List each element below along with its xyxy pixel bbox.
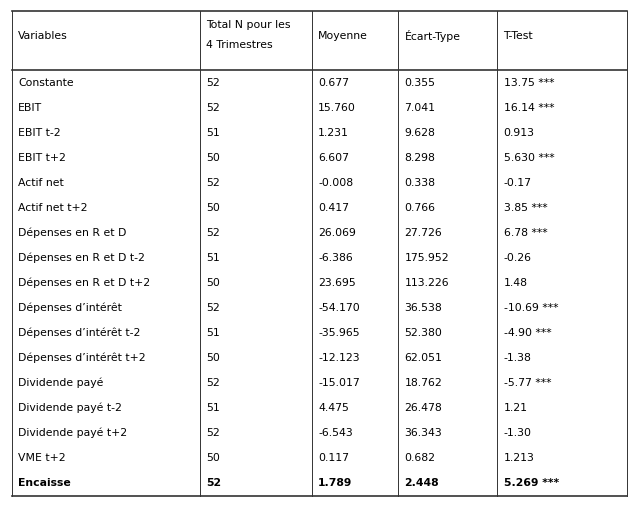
Text: 52: 52 [206, 478, 222, 488]
Text: 0.682: 0.682 [404, 453, 436, 463]
Text: Dépenses en R et D t-2: Dépenses en R et D t-2 [18, 252, 145, 263]
Text: 50: 50 [206, 353, 220, 363]
Text: 52: 52 [206, 428, 220, 438]
Text: EBIT: EBIT [18, 103, 42, 112]
Text: 16.14 ***: 16.14 *** [504, 103, 554, 112]
Text: 26.478: 26.478 [404, 403, 442, 413]
Text: -0.26: -0.26 [504, 253, 532, 263]
Text: 26.069: 26.069 [318, 228, 356, 238]
Text: 51: 51 [206, 328, 220, 338]
Text: 18.762: 18.762 [404, 378, 442, 388]
Text: VME t+2: VME t+2 [18, 453, 66, 463]
Text: 8.298: 8.298 [404, 153, 435, 162]
Text: -5.77 ***: -5.77 *** [504, 378, 551, 388]
Text: 51: 51 [206, 128, 220, 137]
Text: 0.417: 0.417 [318, 203, 350, 213]
Text: 0.338: 0.338 [404, 178, 436, 188]
Text: Moyenne: Moyenne [318, 31, 368, 40]
Text: 50: 50 [206, 203, 220, 213]
Text: Dépenses d’intérêt t+2: Dépenses d’intérêt t+2 [18, 353, 146, 363]
Text: Dépenses d’intérêt: Dépenses d’intérêt [18, 303, 122, 313]
Text: T-Test: T-Test [504, 31, 533, 40]
Text: Encaisse: Encaisse [18, 478, 71, 488]
Text: -6.543: -6.543 [318, 428, 353, 438]
Text: 36.343: 36.343 [404, 428, 442, 438]
Text: 1.231: 1.231 [318, 128, 349, 137]
Text: 50: 50 [206, 153, 220, 162]
Text: 2.448: 2.448 [404, 478, 439, 488]
Text: -1.30: -1.30 [504, 428, 532, 438]
Text: 51: 51 [206, 253, 220, 263]
Text: 52: 52 [206, 228, 220, 238]
Text: 52: 52 [206, 178, 220, 188]
Text: 50: 50 [206, 453, 220, 463]
Text: 4 Trimestres: 4 Trimestres [206, 40, 273, 50]
Text: Actif net t+2: Actif net t+2 [18, 203, 88, 213]
Text: 6.78 ***: 6.78 *** [504, 228, 547, 238]
Text: 1.789: 1.789 [318, 478, 353, 488]
Text: 113.226: 113.226 [404, 278, 449, 288]
Text: 13.75 ***: 13.75 *** [504, 78, 554, 87]
Text: 0.913: 0.913 [504, 128, 535, 137]
Text: 1.48: 1.48 [504, 278, 528, 288]
Text: 175.952: 175.952 [404, 253, 449, 263]
Text: Total N pour les: Total N pour les [206, 20, 291, 31]
Text: -54.170: -54.170 [318, 303, 360, 313]
Text: 6.607: 6.607 [318, 153, 350, 162]
Text: -12.123: -12.123 [318, 353, 360, 363]
Text: 0.355: 0.355 [404, 78, 436, 87]
Text: 52: 52 [206, 378, 220, 388]
Text: 52: 52 [206, 303, 220, 313]
Text: -1.38: -1.38 [504, 353, 532, 363]
Text: Dividende payé t+2: Dividende payé t+2 [18, 428, 127, 438]
Text: Actif net: Actif net [18, 178, 64, 188]
Text: 1.213: 1.213 [504, 453, 534, 463]
Text: Variables: Variables [18, 31, 68, 40]
Text: Dépenses en R et D t+2: Dépenses en R et D t+2 [18, 277, 150, 288]
Text: 1.21: 1.21 [504, 403, 528, 413]
Text: Dépenses en R et D: Dépenses en R et D [18, 227, 127, 238]
Text: 62.051: 62.051 [404, 353, 442, 363]
Text: -15.017: -15.017 [318, 378, 360, 388]
Text: 52.380: 52.380 [404, 328, 442, 338]
Text: 27.726: 27.726 [404, 228, 442, 238]
Text: -0.17: -0.17 [504, 178, 532, 188]
Text: Écart-Type: Écart-Type [404, 30, 461, 41]
Text: 3.85 ***: 3.85 *** [504, 203, 547, 213]
Text: 50: 50 [206, 278, 220, 288]
Text: 7.041: 7.041 [404, 103, 436, 112]
Text: 36.538: 36.538 [404, 303, 442, 313]
Text: Dividende payé t-2: Dividende payé t-2 [18, 403, 122, 413]
Text: 52: 52 [206, 78, 220, 87]
Text: -4.90 ***: -4.90 *** [504, 328, 551, 338]
Text: -35.965: -35.965 [318, 328, 360, 338]
Text: -6.386: -6.386 [318, 253, 353, 263]
Text: 9.628: 9.628 [404, 128, 435, 137]
Text: 52: 52 [206, 103, 220, 112]
Text: 4.475: 4.475 [318, 403, 349, 413]
Text: 0.677: 0.677 [318, 78, 350, 87]
Text: -10.69 ***: -10.69 *** [504, 303, 558, 313]
Text: 51: 51 [206, 403, 220, 413]
Text: EBIT t-2: EBIT t-2 [18, 128, 61, 137]
Text: EBIT t+2: EBIT t+2 [18, 153, 66, 162]
Text: Dividende payé: Dividende payé [18, 378, 104, 388]
Text: -0.008: -0.008 [318, 178, 353, 188]
Text: Dépenses d’intérêt t-2: Dépenses d’intérêt t-2 [18, 328, 141, 338]
Text: 23.695: 23.695 [318, 278, 356, 288]
Text: 15.760: 15.760 [318, 103, 356, 112]
Text: 0.117: 0.117 [318, 453, 350, 463]
Text: 5.269 ***: 5.269 *** [504, 478, 558, 488]
Text: Constante: Constante [18, 78, 73, 87]
Text: 5.630 ***: 5.630 *** [504, 153, 554, 162]
Text: 0.766: 0.766 [404, 203, 436, 213]
